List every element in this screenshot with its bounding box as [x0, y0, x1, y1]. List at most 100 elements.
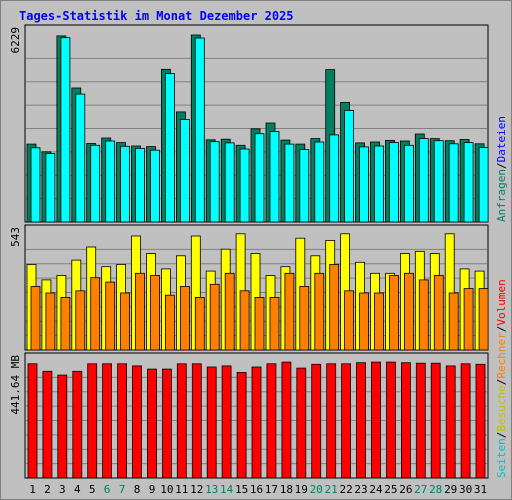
x-tick-label-day-6: 6: [104, 483, 111, 496]
bar-volumen-day-31: [475, 363, 486, 479]
bar-volumen-day-13: [206, 366, 217, 479]
bar-dateien-day-2: [45, 153, 56, 223]
bar-volumen-day-6: [102, 363, 112, 479]
x-tick-label-day-1: 1: [29, 483, 36, 496]
x-tick-label-day-15: 15: [235, 483, 248, 496]
x-axis-day-labels: 1 2 3 4 5 6 7 8 9 10 11 12 13 14 15 16 17 18 19 20 21 22 23 24 2…: [29, 483, 487, 496]
bar-volumen-day-9: [147, 368, 157, 479]
bar-volumen-day-27: [415, 362, 426, 479]
bar-dateien-day-17: [269, 131, 280, 223]
x-tick-label-day-25: 25: [384, 483, 397, 496]
bar-dateien-day-30: [463, 142, 474, 223]
bar-volumen-day-22: [341, 363, 352, 479]
bar-dateien-day-22: [344, 110, 355, 223]
panel-max-label: 441.64 MB: [9, 355, 22, 415]
bar-besuche-day-26: [403, 272, 414, 351]
legend-slash: /: [495, 432, 508, 439]
bar-besuche-day-21: [329, 264, 340, 351]
bar-volumen-day-8: [132, 365, 142, 479]
x-tick-label-day-21: 21: [325, 483, 338, 496]
bar-besuche-day-18: [284, 272, 295, 351]
bar-besuche-day-28: [433, 275, 444, 351]
legend-anfragen-dateien: Anfragen/Dateien: [495, 116, 508, 222]
panel-max-label: 543: [9, 227, 22, 247]
bar-dateien-day-28: [433, 140, 444, 223]
bar-dateien-day-21: [329, 134, 340, 223]
legend-anfragen: Anfragen: [495, 169, 508, 222]
x-tick-label-day-26: 26: [399, 483, 412, 496]
panel-bottom: 441.64 MB: [9, 352, 489, 479]
bar-dateien-day-18: [284, 143, 295, 223]
bar-besuche-day-8: [135, 272, 145, 351]
bar-besuche-day-19: [299, 285, 310, 351]
bar-volumen-day-20: [311, 363, 322, 479]
bar-dateien-day-16: [254, 133, 265, 223]
bar-besuche-day-22: [344, 290, 355, 351]
x-tick-label-day-10: 10: [160, 483, 173, 496]
bar-besuche-day-27: [418, 279, 429, 351]
legend-slash: /: [495, 162, 508, 169]
x-tick-label-day-23: 23: [354, 483, 367, 496]
panel-top: 6229: [9, 24, 489, 223]
bar-volumen-day-24: [371, 361, 381, 479]
bar-dateien-day-12: [194, 37, 205, 223]
bar-dateien-day-19: [299, 149, 310, 223]
right-axis-legend: Anfragen/DateienSeiten/Besuche/Rechner/V…: [495, 116, 508, 478]
bar-dateien-day-11: [179, 119, 190, 223]
bar-besuche-day-3: [60, 296, 71, 351]
x-tick-label-day-31: 31: [474, 483, 487, 496]
x-tick-label-day-13: 13: [205, 483, 218, 496]
bar-volumen-day-19: [296, 367, 307, 479]
bar-volumen-day-16: [251, 366, 262, 479]
bar-dateien-day-25: [389, 142, 399, 223]
bar-volumen-day-15: [236, 371, 247, 479]
bar-besuche-day-16: [254, 296, 265, 351]
legend-rechner: Rechner: [495, 332, 508, 379]
bar-besuche-day-24: [374, 292, 384, 351]
bar-dateien-day-9: [150, 149, 160, 223]
bar-volumen-day-7: [117, 363, 127, 479]
bar-besuche-day-30: [463, 288, 474, 351]
x-tick-label-day-5: 5: [89, 483, 96, 496]
bar-besuche-day-25: [389, 275, 399, 351]
legend-seiten: Seiten: [495, 438, 508, 478]
x-tick-label-day-8: 8: [134, 483, 141, 496]
bar-volumen-day-21: [326, 363, 337, 479]
x-tick-label-day-16: 16: [250, 483, 263, 496]
x-tick-label-day-7: 7: [119, 483, 126, 496]
bar-dateien-day-26: [403, 144, 414, 223]
bar-dateien-day-4: [75, 93, 86, 223]
bar-dateien-day-29: [448, 143, 459, 223]
bar-besuche-day-11: [179, 285, 190, 351]
bar-dateien-day-10: [164, 73, 175, 223]
x-tick-label-day-22: 22: [339, 483, 352, 496]
chart-title: Tages-Statistik im Monat Dezember 2025: [19, 9, 294, 23]
legend-dateien: Dateien: [495, 116, 508, 162]
panel-max-label: 6229: [9, 27, 22, 54]
legend-besuche: Besuche: [495, 385, 508, 431]
bar-dateien-day-6: [105, 140, 116, 223]
bar-volumen-day-1: [27, 363, 38, 479]
bar-besuche-day-17: [269, 296, 280, 351]
bar-dateien-day-15: [239, 148, 250, 223]
bar-dateien-day-5: [90, 144, 101, 223]
legend-slash: /: [495, 326, 508, 333]
bar-besuche-day-23: [359, 292, 370, 351]
bar-besuche-day-15: [239, 290, 250, 351]
bar-besuche-day-5: [90, 277, 101, 351]
bar-besuche-day-1: [30, 285, 41, 351]
bar-volumen-day-25: [385, 361, 396, 479]
bar-besuche-day-2: [45, 292, 56, 351]
x-tick-label-day-29: 29: [444, 483, 457, 496]
bar-besuche-day-12: [194, 296, 205, 351]
bar-volumen-day-14: [221, 365, 232, 479]
x-tick-label-day-30: 30: [459, 483, 472, 496]
x-tick-label-day-18: 18: [280, 483, 293, 496]
x-tick-label-day-17: 17: [265, 483, 278, 496]
bar-dateien-day-7: [120, 145, 130, 223]
bar-volumen-day-18: [281, 361, 292, 479]
bar-volumen-day-26: [400, 362, 411, 479]
bar-dateien-day-13: [209, 141, 220, 223]
